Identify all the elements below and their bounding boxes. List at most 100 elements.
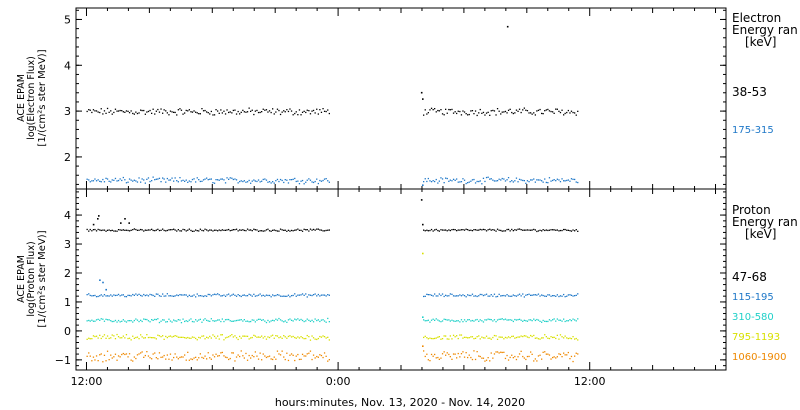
proton-data-point: [185, 230, 187, 232]
electron-data-point: [162, 112, 164, 114]
proton-data-point: [423, 295, 425, 298]
proton-data-point: [92, 320, 95, 322]
proton-data-point: [511, 335, 513, 338]
electron-data-point: [470, 180, 472, 182]
proton-data-point: [574, 319, 576, 321]
proton-data-point: [198, 357, 200, 359]
proton-data-point: [268, 336, 271, 339]
electron-data-point: [281, 111, 283, 113]
proton-data-point: [262, 294, 264, 296]
proton-data-point: [542, 351, 544, 353]
proton-series-47-68: [86, 199, 579, 233]
proton-data-point: [528, 355, 530, 358]
proton-data-point: [552, 356, 554, 359]
proton-data-point: [195, 319, 197, 321]
proton-data-point: [446, 319, 448, 321]
proton-data-point: [434, 293, 436, 295]
proton-data-point: [110, 294, 112, 296]
electron-data-point: [279, 113, 282, 116]
proton-data-point: [224, 295, 227, 297]
proton-data-point: [191, 336, 194, 338]
proton-data-point: [224, 319, 227, 321]
electron-data-point: [232, 178, 234, 181]
proton-data-point: [533, 228, 535, 231]
electron-data-point: [454, 179, 456, 181]
proton-ylabel-line: ACE EPAM: [16, 255, 27, 303]
proton-data-point: [198, 295, 200, 297]
electron-data-point: [485, 176, 488, 179]
proton-data-point: [278, 294, 280, 296]
proton-data-point: [533, 294, 535, 296]
proton-data-point: [518, 336, 521, 338]
electron-data-point: [209, 178, 211, 180]
proton-data-point: [541, 294, 543, 296]
proton-data-point: [550, 320, 552, 322]
proton-data-point: [125, 321, 128, 323]
proton-data-point: [561, 229, 563, 232]
electron-data-point: [188, 109, 190, 111]
proton-data-point: [541, 230, 543, 232]
proton-data-point: [451, 319, 453, 321]
proton-data-point: [314, 338, 316, 340]
electron-data-point: [457, 181, 459, 183]
proton-data-point: [100, 229, 102, 232]
proton-data-point: [147, 336, 150, 339]
proton-data-point: [440, 294, 442, 297]
proton-data-point: [479, 319, 481, 321]
proton-data-point: [550, 336, 552, 338]
proton-frame: [75, 188, 727, 371]
electron-data-point: [518, 108, 521, 110]
proton-data-point: [204, 318, 206, 320]
proton-data-point: [119, 321, 121, 323]
proton-data-point: [136, 229, 139, 231]
electron-data-point: [166, 177, 168, 180]
proton-data-point: [530, 351, 532, 353]
proton-data-point: [86, 294, 88, 296]
proton-data-point: [163, 338, 165, 340]
proton-data-point: [575, 352, 577, 354]
proton-data-point: [496, 351, 499, 353]
proton-data-point: [278, 317, 280, 320]
proton-data-point: [441, 338, 444, 340]
proton-data-point: [509, 337, 511, 339]
proton-data-point: [463, 356, 466, 358]
proton-data-point: [281, 295, 283, 297]
proton-legend-795-1193: 795-1193: [732, 332, 780, 343]
proton-data-point: [525, 229, 527, 231]
proton-data-point: [561, 356, 563, 358]
proton-data-point: [446, 230, 448, 232]
electron-data-point: [268, 181, 271, 183]
electron-data-point: [106, 107, 109, 110]
proton-data-point: [121, 337, 123, 339]
proton-data-point: [132, 293, 134, 296]
proton-data-point: [476, 336, 478, 338]
proton-data-point: [279, 295, 282, 297]
proton-data-point: [232, 352, 234, 354]
proton-data-point: [479, 293, 481, 296]
proton-data-point: [482, 337, 485, 339]
electron-data-point: [201, 108, 203, 110]
proton-data-point: [498, 229, 500, 231]
proton-data-point: [138, 320, 140, 323]
proton-data-point: [111, 334, 113, 336]
proton-data-point: [173, 319, 175, 321]
proton-data-point: [504, 318, 507, 320]
proton-data-point: [316, 355, 318, 358]
proton-data-point: [509, 295, 511, 297]
proton-data-point: [124, 320, 126, 322]
electron-data-point: [290, 110, 293, 112]
proton-data-point: [152, 319, 154, 321]
proton-data-point: [199, 337, 201, 339]
electron-data-point: [157, 178, 159, 180]
proton-data-point: [512, 320, 514, 323]
proton-data-point: [517, 336, 519, 338]
proton-data-point: [246, 335, 249, 337]
electron-data-point: [312, 109, 315, 112]
electron-data-point: [495, 180, 497, 182]
proton-data-point: [537, 355, 540, 357]
electron-data-point: [457, 110, 459, 112]
proton-data-point: [88, 352, 90, 354]
proton-data-point: [119, 337, 121, 339]
proton-data-point: [536, 337, 538, 339]
proton-data-point: [459, 229, 461, 231]
